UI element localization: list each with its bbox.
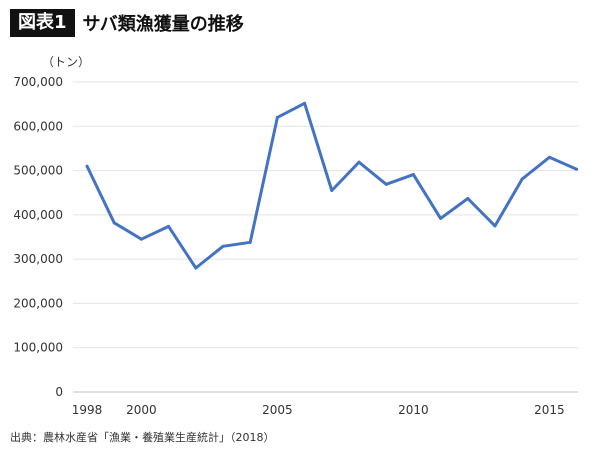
x-axis-tick-labels: 1998 2000 2005 2010 2015 [72,403,565,417]
gridlines [73,81,578,393]
x-tick-label: 2000 [126,403,157,417]
data-point [520,177,524,181]
x-tick-label: 2005 [262,403,293,417]
data-point [547,155,551,159]
data-point [303,101,307,105]
data-series [85,101,579,270]
x-tick-label: 2010 [398,403,429,417]
chart-title: サバ類漁獲量の推移 [82,14,244,35]
data-point [466,196,470,200]
data-point [384,182,388,186]
data-point [439,216,443,220]
y-tick-label: 300,000 [13,252,63,266]
data-point [85,164,89,168]
y-tick-label: 500,000 [13,164,63,178]
data-point [112,221,116,225]
data-point [575,167,579,171]
figure-header: 図表1 サバ類漁獲量の推移 [10,8,244,38]
y-tick-label: 600,000 [13,119,63,133]
data-point [411,173,415,177]
data-point [330,189,334,192]
y-tick-label: 0 [55,385,63,399]
x-tick-label: 2015 [534,403,565,417]
y-axis-unit-label: （トン） [42,55,90,69]
data-point [194,266,198,270]
data-point [139,237,143,241]
data-point [357,160,361,164]
data-point [167,224,171,228]
y-tick-label: 700,000 [13,75,63,89]
y-tick-label: 400,000 [13,208,63,222]
data-point [221,244,225,248]
data-point [493,224,497,228]
x-tick-label: 1998 [72,403,103,417]
series-line [85,101,578,270]
data-point [248,240,252,244]
y-tick-label: 200,000 [13,296,63,310]
source-note: 出典：農林水産省「漁業・養殖業生産統計」（2018） [10,431,275,444]
figure-label-badge: 図表1 [10,9,75,37]
data-point [275,115,279,119]
y-tick-label: 100,000 [13,341,63,355]
y-axis-tick-labels: 0 100,000 200,000 300,000 400,000 500,000 600,… [13,75,63,399]
